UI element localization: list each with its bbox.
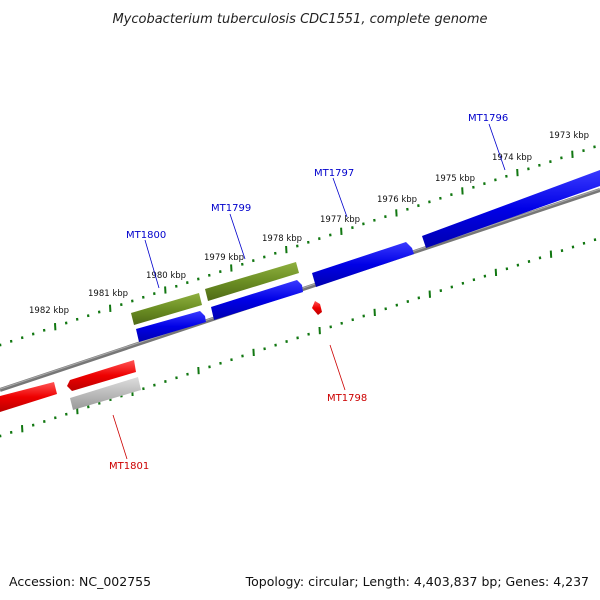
pseudo-gene-bar[interactable] — [70, 377, 141, 410]
accession-text: Accession: NC_002755 — [9, 574, 151, 589]
gene-label-mt1796[interactable]: MT1796 — [468, 113, 508, 124]
leader-line-mt1796 — [488, 123, 506, 171]
leader-line-mt1800 — [144, 239, 160, 289]
gene-leader-lines — [112, 123, 506, 460]
outer-scale-ticks — [0, 145, 596, 347]
gene-arrow-mt1798[interactable] — [312, 301, 322, 315]
scale-label: 1982 kbp — [29, 306, 69, 316]
map-title: Mycobacterium tuberculosis CDC1551, comp… — [112, 12, 487, 27]
scale-labels: 1973 kbp 1974 kbp 1975 kbp 1976 kbp 1977… — [29, 131, 589, 316]
scale-label: 1976 kbp — [377, 195, 417, 205]
leader-line-mt1798 — [329, 344, 346, 391]
genome-summary-text: Topology: circular; Length: 4,403,837 bp… — [245, 574, 589, 589]
scale-label: 1974 kbp — [492, 153, 532, 163]
leader-line-mt1801 — [112, 414, 128, 460]
gene-arrow-mt1799[interactable] — [211, 280, 303, 320]
leader-line-mt1797 — [332, 177, 348, 218]
scale-label: 1975 kbp — [435, 174, 475, 184]
feature-bars — [131, 262, 299, 325]
gene-arrow-left-edge[interactable] — [0, 382, 57, 412]
scale-label: 1980 kbp — [146, 271, 186, 281]
gene-arrow-mt1800[interactable] — [136, 311, 206, 342]
feature-bar-1[interactable] — [205, 262, 299, 301]
forward-strand-genes — [136, 170, 600, 342]
feature-bar-2[interactable] — [131, 293, 202, 325]
gene-label-mt1797[interactable]: MT1797 — [314, 168, 354, 179]
scale-label: 1978 kbp — [262, 234, 302, 244]
gene-arrow-mt1796[interactable] — [422, 170, 600, 248]
gene-arrow-mt1801[interactable] — [67, 360, 136, 391]
gene-label-mt1798[interactable]: MT1798 — [327, 393, 367, 404]
scale-label: 1979 kbp — [204, 253, 244, 263]
gene-label-mt1799[interactable]: MT1799 — [211, 203, 251, 214]
gene-arrow-mt1797[interactable] — [312, 242, 414, 287]
gene-label-mt1801[interactable]: MT1801 — [109, 461, 149, 472]
scale-label: 1973 kbp — [549, 131, 589, 141]
gene-labels: MT1796 MT1797 MT1799 MT1800 MT1798 MT180… — [109, 113, 508, 472]
leader-line-mt1799 — [229, 213, 246, 260]
scale-label: 1977 kbp — [320, 215, 360, 225]
gene-label-mt1800[interactable]: MT1800 — [126, 230, 166, 241]
scale-label: 1981 kbp — [88, 289, 128, 299]
reverse-strand-genes — [0, 301, 322, 412]
